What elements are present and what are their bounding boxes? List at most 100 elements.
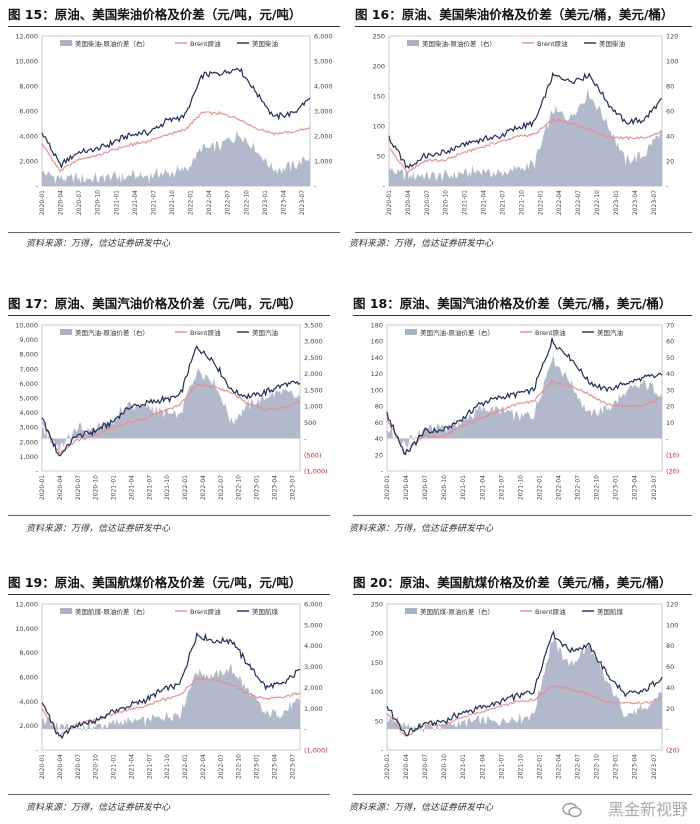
source-rule: [353, 794, 692, 795]
legend-brent-label: Brent原油: [537, 39, 568, 48]
right-tick-label: 50: [666, 354, 674, 362]
legend-brent-label: Brent原油: [190, 39, 221, 48]
title-rule: [8, 594, 330, 595]
product-line: [388, 71, 663, 169]
left-tick-label: 80: [375, 403, 383, 411]
x-tick-label: 2020-01: [39, 754, 46, 779]
source-rule: [8, 232, 340, 233]
spread-area: [42, 663, 300, 732]
right-tick-label: 6,000: [304, 601, 323, 609]
left-tick-label: 4,000: [19, 409, 38, 417]
right-tick-label: 4,000: [304, 642, 323, 650]
left-tick-label: 160: [371, 338, 383, 346]
left-tick-label: 7,000: [19, 365, 38, 373]
left-tick-label: 180: [371, 322, 383, 330]
right-tick-label: (20): [666, 468, 679, 476]
left-tick-label: 12,000: [15, 601, 38, 609]
x-tick-label: 2023-04: [271, 475, 278, 500]
title-rule: [353, 315, 692, 316]
left-tick-label: 10,000: [15, 625, 38, 633]
product-line: [386, 630, 663, 737]
right-tick-label: 60: [666, 338, 674, 346]
legend-product-label: 美国柴油: [252, 39, 278, 48]
x-tick-label: 2021-01: [460, 754, 467, 779]
x-tick-label: 2020-01: [386, 190, 393, 215]
chart-panel-fig20: 图 20：原油、美国航煤价格及价差（美元/桶，美元/桶） - 50 100 150 20…: [349, 572, 692, 822]
right-tick-label: 40: [666, 370, 674, 378]
right-tick-label: 2,000: [314, 133, 333, 141]
legend-spread-swatch: [60, 40, 72, 46]
x-tick-label: 2022-04: [555, 754, 562, 779]
x-tick-label: 2023-04: [632, 754, 639, 779]
left-tick-label: 9,000: [19, 336, 38, 344]
left-tick-label: 20: [375, 451, 383, 459]
title-rule: [8, 26, 340, 27]
right-tick-label: 5,000: [314, 58, 333, 66]
right-tick-label: 10: [666, 419, 674, 427]
x-tick-label: 2023-01: [262, 190, 269, 215]
x-tick-label: 2021-04: [481, 190, 488, 215]
x-tick-label: 2023-04: [280, 190, 287, 215]
right-tick-label: 60: [666, 108, 674, 116]
legend-spread-swatch: [405, 608, 417, 614]
x-tick-label: 2022-04: [206, 190, 213, 215]
right-tick-label: 100: [666, 621, 678, 629]
left-tick-label: 50: [375, 717, 383, 725]
right-tick-label: 2,000: [304, 370, 323, 378]
left-tick-label: -: [36, 468, 39, 476]
legend-brent-label: Brent原油: [535, 328, 566, 337]
left-tick-label: 200: [371, 630, 383, 638]
x-tick-label: 2023-07: [289, 475, 296, 500]
x-tick-label: 2020-07: [75, 754, 82, 779]
left-tick-label: 4,000: [19, 698, 38, 706]
legend-spread-label: 美国汽油-原油价差（右）: [420, 328, 494, 337]
product-line: [41, 67, 311, 170]
right-tick-label: 1,500: [304, 386, 323, 394]
spread-area: [42, 130, 310, 186]
chart-title: 图 16：原油、美国柴油价格及价差（美元/桶，美元/桶）: [355, 7, 674, 22]
title-rule: [8, 315, 330, 316]
spread-area: [42, 367, 300, 454]
source-rule: [355, 232, 692, 233]
left-tick-label: -: [383, 183, 386, 191]
right-tick-label: 2,000: [304, 684, 323, 692]
source-note: 资料来源：万得，信达证券研发中心: [26, 524, 171, 534]
source-note: 资料来源：万得，信达证券研发中心: [26, 239, 171, 249]
legend: 美国汽油-原油价差（右） Brent原油 美国汽油: [405, 328, 623, 337]
chart-title: 图 19：原油、美国航煤价格及价差（元/吨，元/吨）: [8, 575, 302, 590]
left-tick-label: 200: [373, 63, 385, 71]
right-tick-label: -: [314, 183, 317, 191]
left-tick-label: -: [36, 183, 39, 191]
right-tick-label: 20: [666, 158, 674, 166]
right-tick-label: 1,000: [304, 705, 323, 713]
chart-svg: - 50 100 150 200 250 (20) - 20 40 60 80 100 120 2020-0…: [371, 601, 680, 780]
left-tick-label: 100: [371, 688, 383, 696]
x-tick-label: 2021-10: [517, 475, 524, 500]
brent-line: [41, 383, 301, 455]
right-tick-label: 20: [666, 403, 674, 411]
x-tick-label: 2022-01: [537, 190, 544, 215]
x-tick-label: 2023-01: [613, 475, 620, 500]
right-tick-label: 120: [666, 601, 678, 609]
left-tick-label: 100: [373, 123, 385, 131]
x-tick-label: 2021-04: [132, 190, 139, 215]
right-tick-label: 120: [666, 33, 678, 41]
legend-product-label: 美国柴油: [599, 39, 625, 48]
chart-title: 图 17：原油、美国汽油价格及价差（元/吨，元/吨）: [8, 296, 302, 311]
source-rule: [353, 515, 692, 516]
x-tick-label: 2022-07: [218, 475, 225, 500]
legend-product-label: 美国航煤: [597, 607, 624, 616]
plot-frame: [386, 324, 663, 472]
left-tick-label: 60: [375, 419, 383, 427]
x-tick-label: 2022-10: [236, 475, 243, 500]
chart-title: 图 18：原油、美国汽油价格及价差（美元/桶，美元/桶）: [353, 296, 672, 311]
right-tick-label: 60: [666, 663, 674, 671]
legend-spread-swatch: [407, 40, 419, 46]
x-tick-label: 2020-04: [58, 190, 65, 215]
x-tick-label: 2022-10: [594, 754, 601, 779]
left-tick-label: 1,000: [19, 453, 38, 461]
left-tick-label: 12,000: [15, 33, 38, 41]
source-rule: [8, 515, 330, 516]
x-tick-label: 2021-07: [498, 475, 505, 500]
brent-line: [386, 379, 663, 454]
